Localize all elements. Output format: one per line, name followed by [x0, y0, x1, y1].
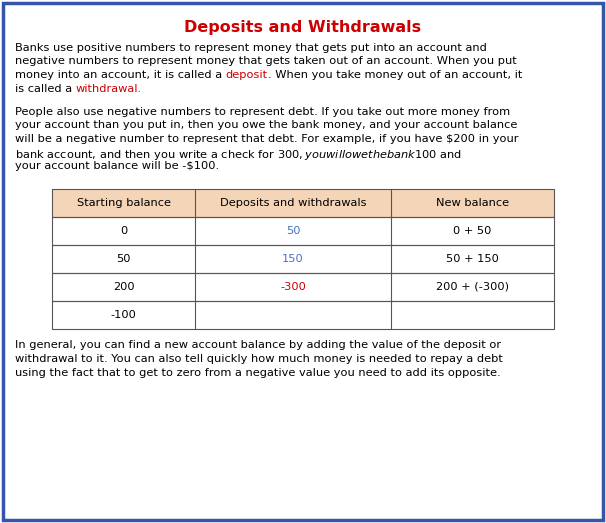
Text: using the fact that to get to zero from a negative value you need to add its opp: using the fact that to get to zero from … — [15, 368, 501, 378]
Text: . When you take money out of an account, it: . When you take money out of an account,… — [268, 70, 522, 80]
Text: 50 + 150: 50 + 150 — [446, 254, 499, 264]
Text: negative numbers to represent money that gets taken out of an account. When you : negative numbers to represent money that… — [15, 56, 517, 66]
Text: 200: 200 — [113, 281, 135, 291]
Text: In general, you can find a new account balance by adding the value of the deposi: In general, you can find a new account b… — [15, 340, 501, 350]
Text: Deposits and withdrawals: Deposits and withdrawals — [220, 198, 366, 208]
Text: will be a negative number to represent that debt. For example, if you have $200 : will be a negative number to represent t… — [15, 134, 519, 144]
Text: is called a: is called a — [15, 84, 76, 94]
Text: New balance: New balance — [436, 198, 509, 208]
Bar — [52, 272, 554, 301]
Text: deposit: deposit — [226, 70, 268, 80]
Text: money into an account, it is called a: money into an account, it is called a — [15, 70, 226, 80]
Text: People also use negative numbers to represent debt. If you take out more money f: People also use negative numbers to repr… — [15, 107, 510, 117]
Text: Starting balance: Starting balance — [76, 198, 170, 208]
Text: 50: 50 — [116, 254, 131, 264]
Text: 150: 150 — [282, 254, 304, 264]
Text: -100: -100 — [111, 310, 136, 320]
Bar — [52, 217, 554, 244]
Text: withdrawal.: withdrawal. — [76, 84, 142, 94]
Bar — [52, 188, 554, 217]
Text: 200 + (-300): 200 + (-300) — [436, 281, 509, 291]
Text: withdrawal to it. You can also tell quickly how much money is needed to repay a : withdrawal to it. You can also tell quic… — [15, 354, 503, 364]
Text: 50: 50 — [285, 225, 300, 235]
Text: -300: -300 — [280, 281, 306, 291]
Bar — [52, 301, 554, 328]
Text: your account balance will be -$100.: your account balance will be -$100. — [15, 161, 219, 171]
Text: 0 + 50: 0 + 50 — [453, 225, 491, 235]
Text: bank account, and then you write a check for $300, you will owe the bank $100 an: bank account, and then you write a check… — [15, 147, 462, 162]
Text: your account than you put in, then you owe the bank money, and your account bala: your account than you put in, then you o… — [15, 120, 518, 131]
Bar — [52, 188, 554, 217]
Text: Deposits and Withdrawals: Deposits and Withdrawals — [184, 20, 422, 35]
Text: 0: 0 — [120, 225, 127, 235]
Text: Banks use positive numbers to represent money that gets put into an account and: Banks use positive numbers to represent … — [15, 43, 487, 53]
Bar — [52, 244, 554, 272]
